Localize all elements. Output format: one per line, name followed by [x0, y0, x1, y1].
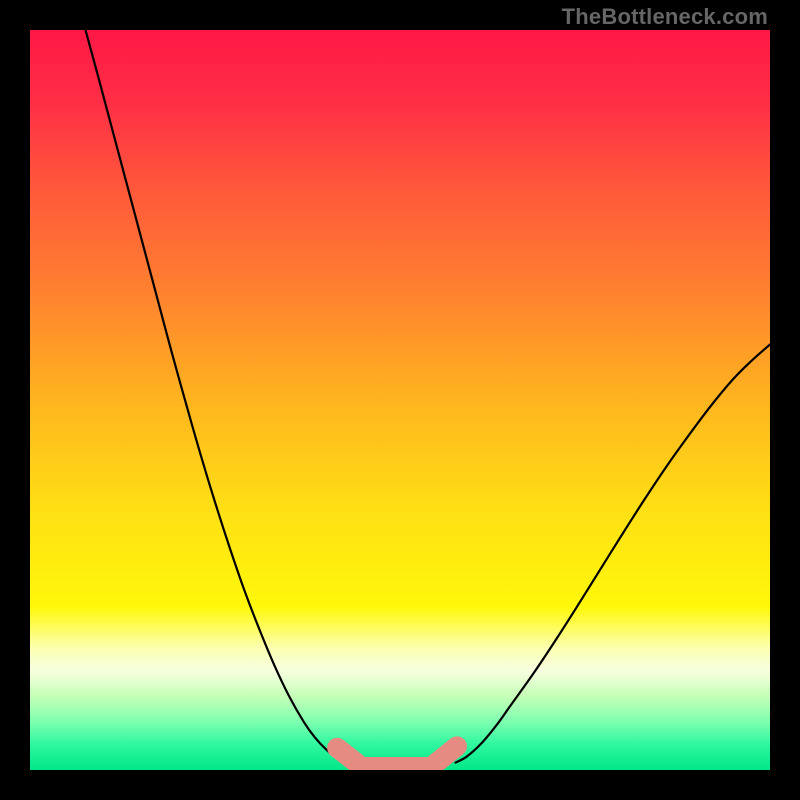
bottleneck-curve-chart — [30, 30, 770, 770]
chart-frame: TheBottleneck.com — [0, 0, 800, 800]
gradient-background — [30, 30, 770, 770]
watermark-text: TheBottleneck.com — [562, 4, 768, 30]
plot-area — [30, 30, 770, 770]
capsule-bottom_segment-2 — [436, 746, 457, 763]
